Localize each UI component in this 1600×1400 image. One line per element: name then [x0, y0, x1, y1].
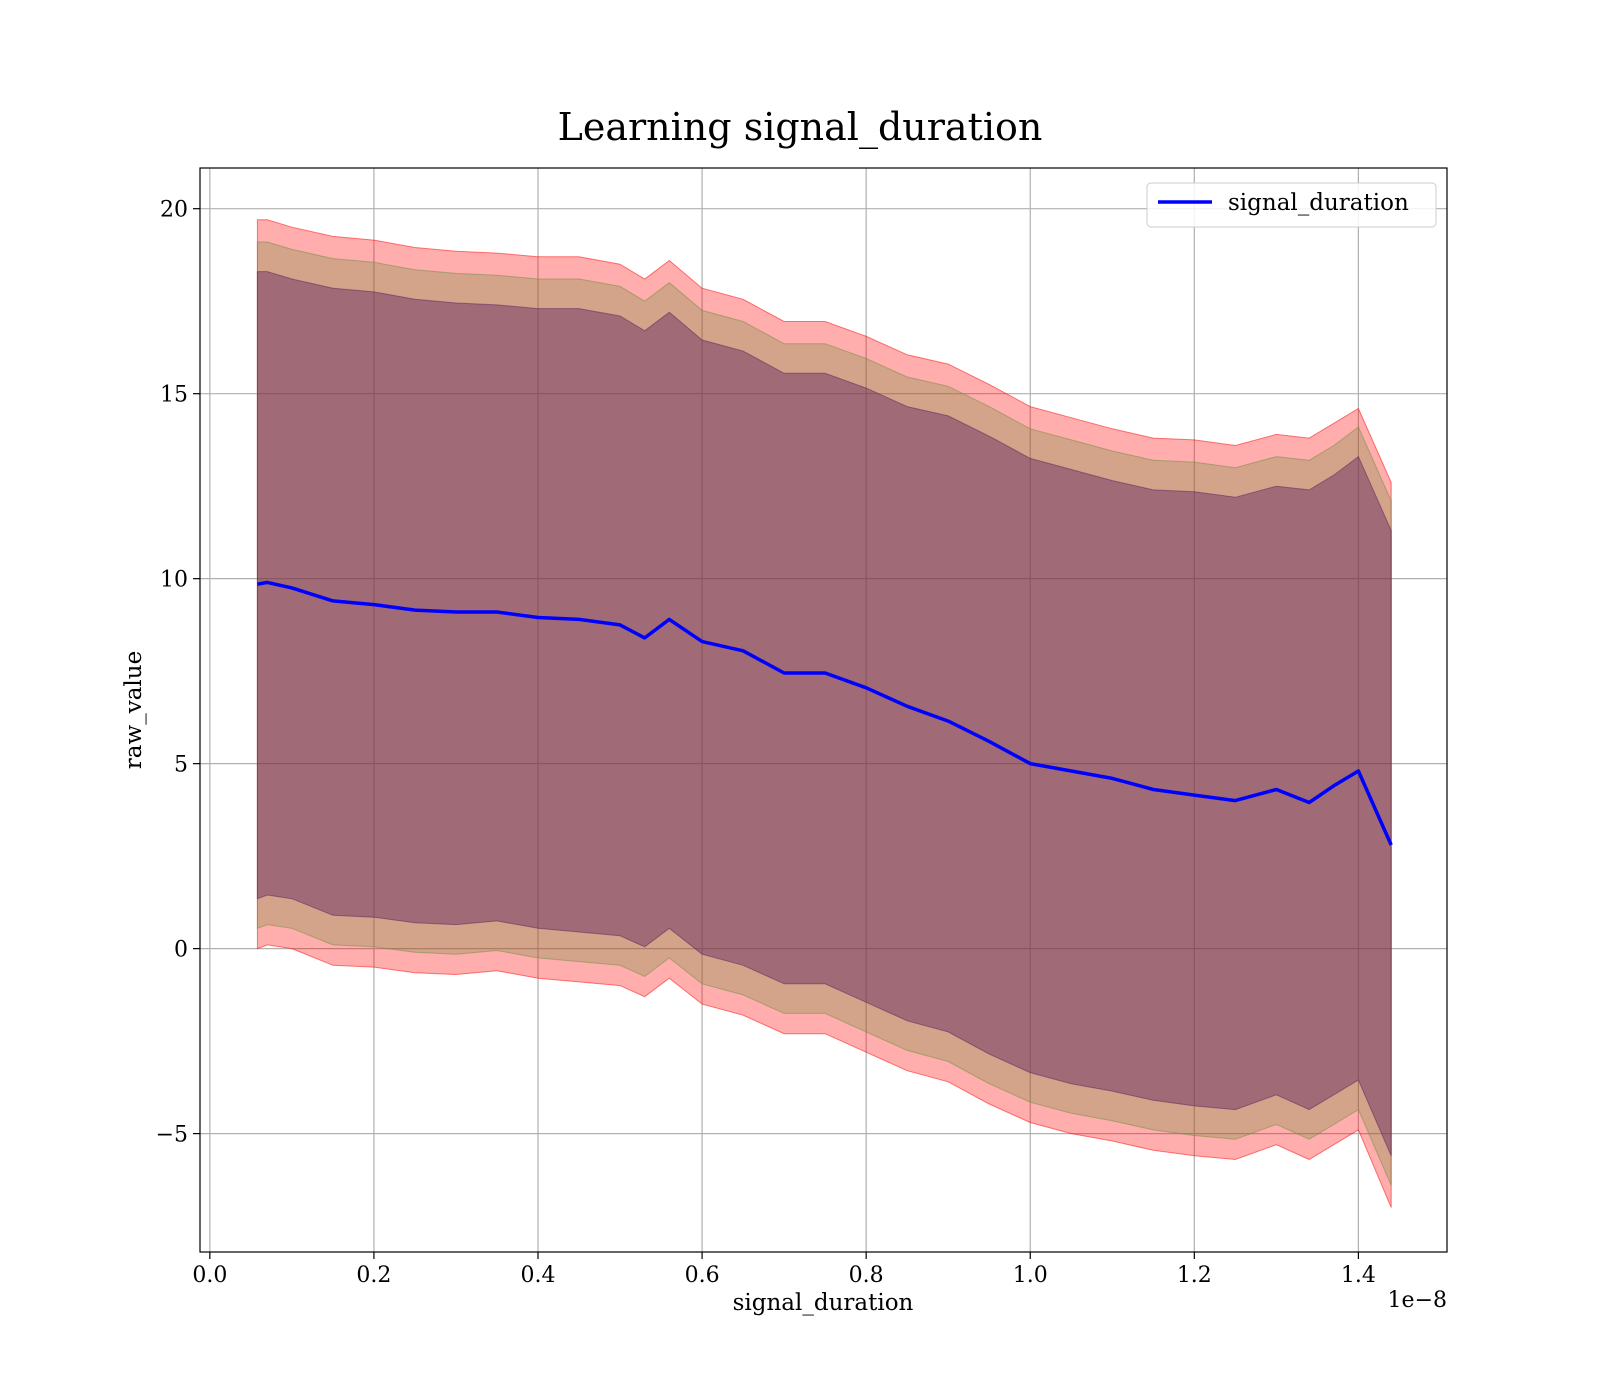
confidence-band-0	[256, 219, 1392, 1208]
y-tick-label: 20	[160, 198, 188, 223]
x-tick-label: 0.2	[356, 1263, 391, 1288]
y-tick-label: 10	[160, 568, 188, 593]
x-tick-label: 1.4	[1341, 1263, 1376, 1288]
x-offset-label: 1e−8	[1388, 1288, 1447, 1313]
y-axis-label: raw_value	[121, 651, 147, 769]
y-tick-label: −5	[156, 1123, 188, 1148]
x-tick-label: 0.0	[192, 1263, 227, 1288]
x-tick-label: 1.0	[1013, 1263, 1048, 1288]
series-lines	[257, 580, 1393, 846]
x-tick-label: 0.4	[521, 1263, 556, 1288]
x-tick-label: 1.2	[1177, 1263, 1212, 1288]
x-tick-label: 0.6	[685, 1263, 720, 1288]
legend-label-signal-duration: signal_duration	[1228, 190, 1409, 216]
y-tick-label: 0	[174, 938, 188, 963]
plot-frame	[199, 167, 1448, 1253]
confidence-band-2	[256, 271, 1392, 1156]
y-tick-label: 5	[174, 753, 188, 778]
y-tick-label: 15	[160, 383, 188, 408]
series-line-signal-duration	[257, 580, 1393, 846]
confidence-band-1	[256, 241, 1392, 1186]
y-axis-ticks: −5 0 5 10 15 20	[156, 198, 200, 1148]
legend: signal_duration	[1146, 182, 1437, 228]
x-tick-label: 0.8	[849, 1263, 884, 1288]
legend-box	[1146, 182, 1437, 228]
grid	[200, 168, 1447, 1252]
chart-title: Learning signal_duration	[558, 105, 1043, 150]
x-axis-label: signal_duration	[733, 1290, 914, 1316]
x-axis-ticks: 0.0 0.2 0.4 0.6 0.8 1.0 1.2 1.4	[192, 1252, 1376, 1288]
confidence-bands	[256, 219, 1392, 1208]
